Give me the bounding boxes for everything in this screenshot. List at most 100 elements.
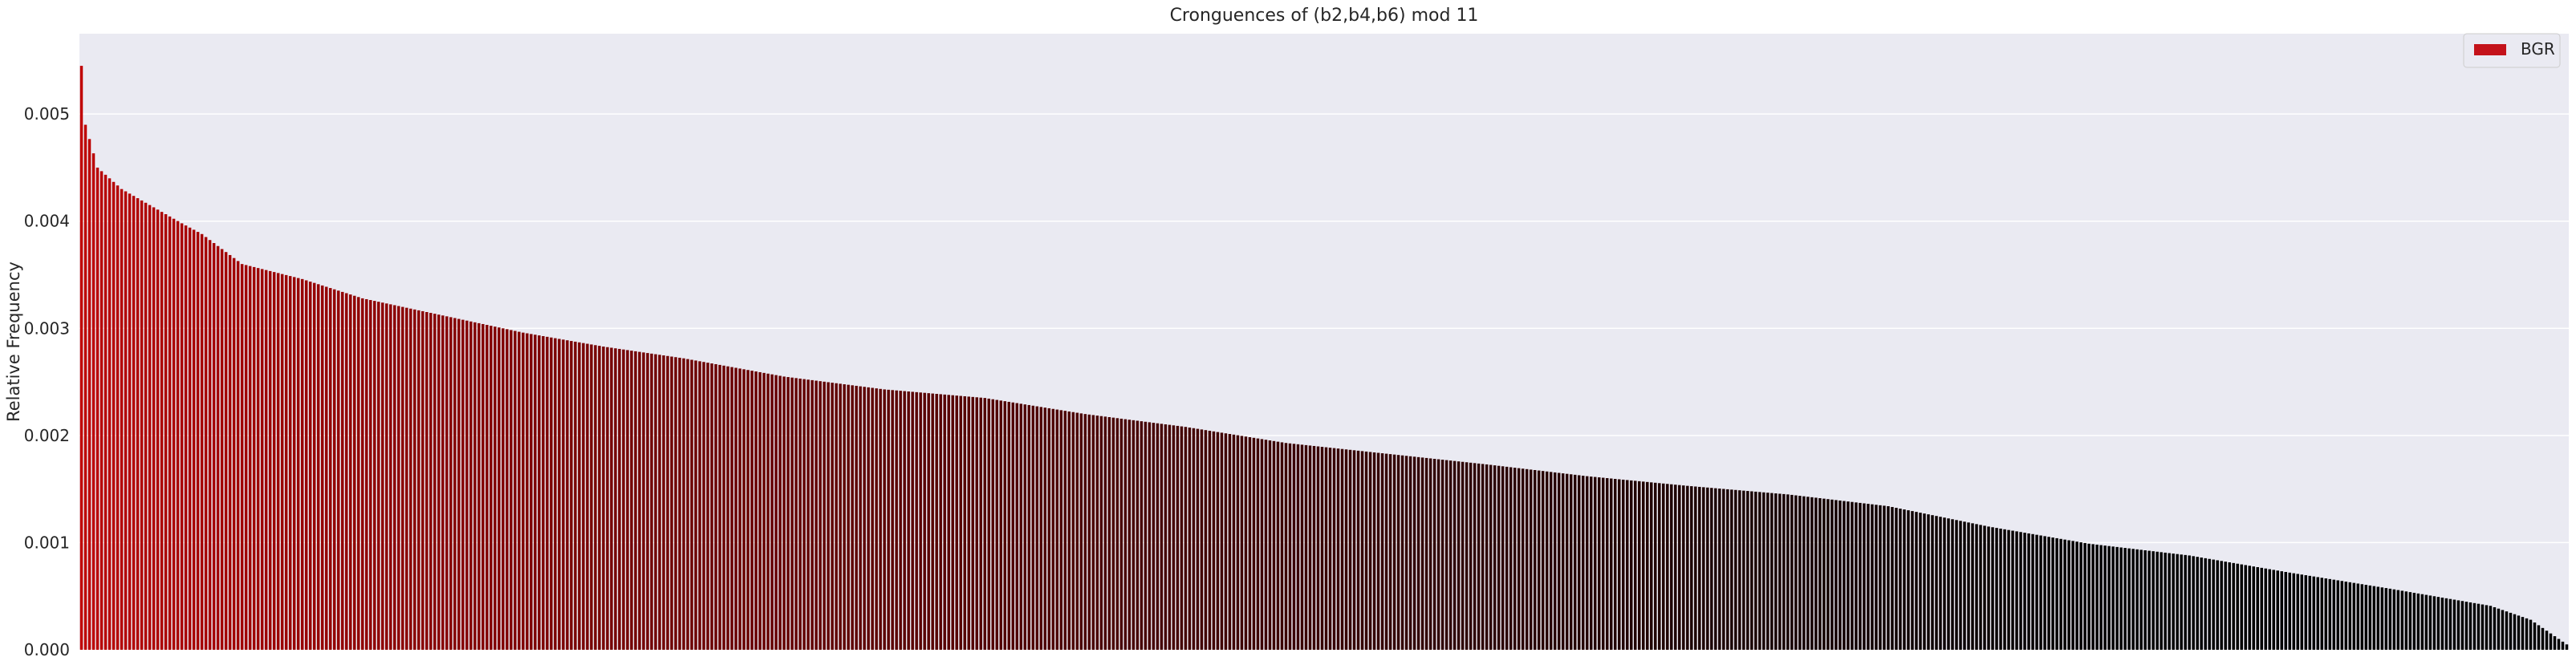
- bar: [344, 293, 348, 650]
- bar: [2545, 631, 2549, 650]
- bar: [2248, 566, 2251, 650]
- bar: [1003, 401, 1006, 650]
- bar: [1144, 421, 1148, 650]
- bar: [2059, 538, 2062, 650]
- bar: [1738, 490, 1741, 650]
- bar: [1754, 491, 1757, 650]
- bar: [188, 227, 192, 650]
- bar: [1714, 488, 1717, 650]
- bar: [766, 373, 770, 650]
- bar: [1416, 456, 1420, 650]
- bar: [2047, 537, 2050, 650]
- bar: [2180, 554, 2183, 650]
- bar: [1404, 456, 1408, 650]
- bar: [2537, 625, 2541, 650]
- bar: [1822, 498, 1826, 650]
- bar: [320, 285, 324, 650]
- bar: [1019, 403, 1023, 650]
- bar: [1023, 404, 1027, 650]
- bar: [2067, 540, 2070, 650]
- bar: [2127, 548, 2131, 650]
- bar: [790, 377, 794, 650]
- bar: [1710, 488, 1713, 650]
- bar: [2300, 574, 2304, 650]
- bar: [276, 273, 280, 650]
- bar: [2204, 558, 2207, 650]
- bar: [1047, 408, 1051, 650]
- bar: [2107, 545, 2111, 650]
- bar: [498, 327, 501, 650]
- bar: [646, 353, 649, 650]
- bar: [1501, 466, 1505, 650]
- bar: [2468, 602, 2472, 650]
- bar: [1911, 511, 1914, 650]
- bar: [1605, 478, 1609, 650]
- bar: [2352, 582, 2356, 650]
- bar: [690, 359, 693, 650]
- bar: [284, 274, 288, 650]
- bar: [2416, 593, 2420, 650]
- bar: [1975, 524, 1978, 650]
- bar: [1638, 481, 1641, 650]
- bar: [2155, 551, 2159, 650]
- bar: [112, 181, 116, 650]
- bar: [662, 355, 665, 650]
- bar: [1164, 424, 1168, 650]
- bar: [228, 254, 232, 650]
- bar: [2143, 550, 2147, 650]
- bar: [774, 375, 778, 650]
- bar: [2196, 557, 2199, 650]
- bar: [1843, 501, 1846, 650]
- bar: [786, 377, 790, 650]
- bar: [983, 398, 986, 650]
- bar: [582, 343, 585, 650]
- bar: [1408, 456, 1412, 650]
- bar: [1115, 418, 1119, 650]
- bar: [2188, 555, 2191, 650]
- bar: [987, 398, 990, 650]
- bar: [2228, 562, 2231, 650]
- bar: [871, 387, 874, 650]
- bar: [686, 359, 689, 650]
- bar: [2308, 575, 2312, 650]
- bar: [1031, 405, 1035, 650]
- bar: [2328, 578, 2332, 650]
- bar: [83, 124, 87, 650]
- bar: [650, 353, 653, 650]
- bar: [1871, 504, 1874, 650]
- bar: [899, 391, 902, 650]
- bar: [598, 346, 601, 650]
- bar: [1457, 461, 1461, 650]
- bar: [429, 313, 433, 650]
- bar: [1810, 497, 1814, 650]
- bar: [2192, 556, 2195, 650]
- bar: [1826, 499, 1830, 650]
- bar: [2083, 542, 2086, 650]
- bar: [1806, 497, 1810, 650]
- bar: [1943, 517, 1946, 650]
- bar: [1770, 493, 1774, 650]
- bar: [1879, 505, 1882, 650]
- bar: [2553, 636, 2557, 650]
- bar: [1308, 445, 1312, 650]
- bar: [2348, 582, 2352, 650]
- bar: [1650, 482, 1653, 650]
- bar: [1895, 508, 1898, 650]
- bar: [2404, 591, 2408, 650]
- bar: [915, 391, 918, 650]
- bar: [634, 351, 637, 650]
- bar: [614, 348, 617, 650]
- bar: [2360, 584, 2364, 650]
- bar: [268, 270, 272, 650]
- bar: [1537, 470, 1541, 650]
- bar: [851, 385, 854, 650]
- bar: [2340, 581, 2344, 650]
- bar: [1473, 463, 1477, 650]
- bar: [502, 328, 505, 650]
- bar: [2541, 627, 2545, 650]
- bar: [168, 216, 172, 650]
- bar: [2087, 543, 2090, 650]
- bar: [762, 372, 766, 650]
- bar: [441, 315, 445, 650]
